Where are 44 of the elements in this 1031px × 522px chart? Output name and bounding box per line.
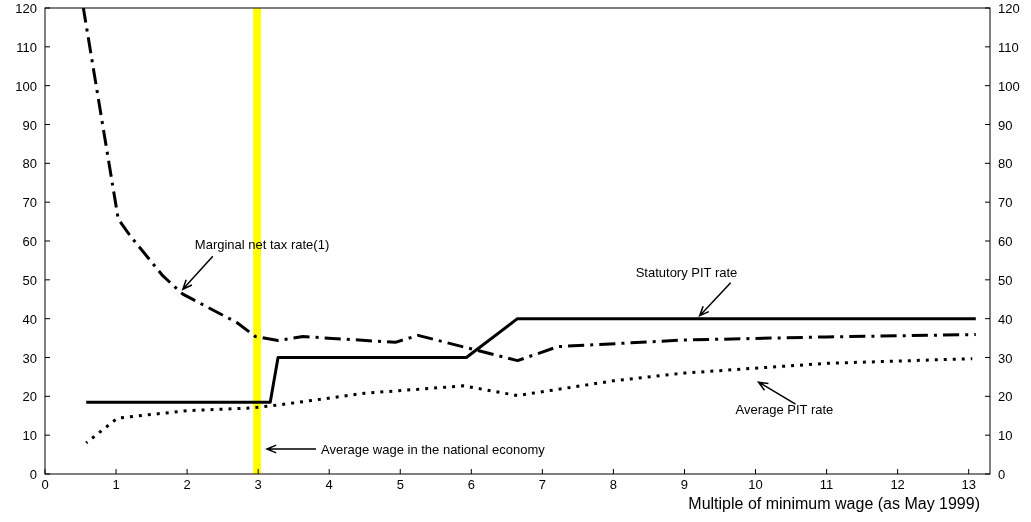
y-tick-label: 40	[22, 311, 37, 327]
x-tick-label: 4	[325, 477, 333, 492]
y2-tick-label: 120	[998, 1, 1020, 16]
x-tick-label: 2	[183, 477, 191, 492]
annotation: Average PIT rate	[735, 402, 834, 418]
band-label: Average wage in the national economy	[321, 442, 546, 457]
y-tick-label: 20	[22, 389, 37, 405]
y-tick-label: 60	[22, 234, 37, 249]
y2-tick-label: 50	[998, 272, 1013, 288]
y2-tick-label: 0	[998, 467, 1006, 482]
x-axis-title: Multiple of minimum wage (as May 1999)	[688, 495, 980, 512]
y2-tick-label: 70	[998, 195, 1013, 211]
x-tick-label: 13	[961, 477, 976, 492]
x-tick-label: 11	[819, 477, 834, 492]
y-tick-label: 100	[15, 78, 37, 94]
x-tick-label: 1	[112, 477, 120, 492]
x-tick-label: 7	[538, 477, 546, 492]
x-tick-label: 0	[41, 477, 49, 492]
y-tick-label: 70	[22, 195, 37, 211]
y2-tick-label: 110	[998, 39, 1019, 55]
y-tick-label: 10	[22, 428, 37, 444]
x-tick-label: 10	[748, 477, 763, 492]
y2-tick-label: 10	[998, 428, 1013, 444]
y-tick-label: 30	[22, 350, 37, 366]
x-tick-label: 12	[890, 477, 905, 492]
y2-tick-label: 30	[998, 350, 1013, 366]
y2-tick-label: 40	[998, 311, 1013, 327]
y2-tick-label: 100	[998, 78, 1020, 94]
y-tick-label: 110	[16, 39, 37, 55]
y-tick-label: 120	[15, 1, 37, 16]
y2-tick-label: 20	[998, 389, 1013, 405]
y-tick-label: 50	[22, 272, 37, 288]
y-tick-label: 0	[29, 467, 37, 482]
annotation: Statutory PIT rate	[635, 264, 738, 280]
x-tick-label: 3	[254, 477, 262, 492]
y2-tick-label: 60	[998, 234, 1013, 249]
y-tick-label: 80	[22, 156, 37, 172]
x-tick-label: 5	[396, 477, 404, 492]
x-tick-label: 8	[609, 477, 618, 492]
y2-tick-label: 90	[998, 117, 1013, 133]
x-tick-label: 9	[680, 477, 689, 492]
y2-tick-label: 80	[998, 156, 1013, 172]
x-tick-label: 6	[467, 477, 475, 492]
y-tick-label: 90	[22, 117, 37, 133]
